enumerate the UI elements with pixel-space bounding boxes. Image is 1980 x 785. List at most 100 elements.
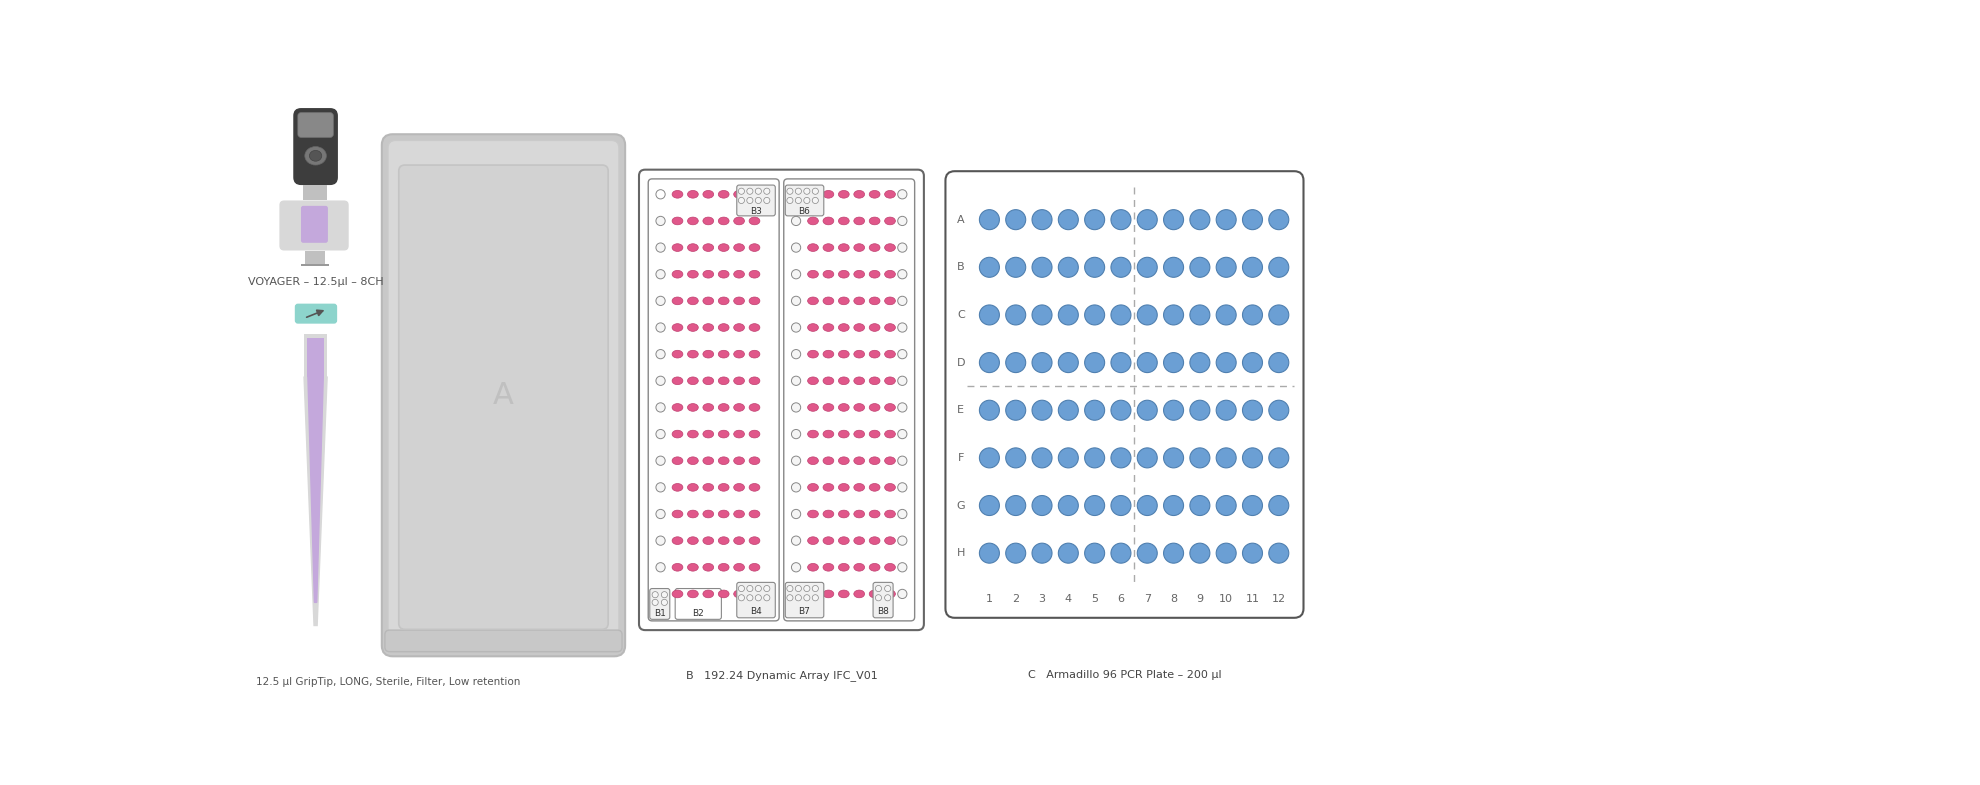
Ellipse shape <box>735 590 744 598</box>
Ellipse shape <box>808 537 818 545</box>
Ellipse shape <box>885 590 895 598</box>
FancyBboxPatch shape <box>382 134 626 656</box>
Ellipse shape <box>838 430 849 438</box>
Circle shape <box>1032 448 1051 468</box>
Ellipse shape <box>719 297 729 305</box>
Text: B7: B7 <box>798 607 810 616</box>
Circle shape <box>1164 210 1184 230</box>
Circle shape <box>792 563 800 572</box>
Ellipse shape <box>869 564 879 571</box>
Ellipse shape <box>671 191 683 198</box>
Ellipse shape <box>719 323 729 331</box>
Circle shape <box>1190 543 1210 563</box>
Circle shape <box>1216 448 1236 468</box>
Ellipse shape <box>824 297 834 305</box>
Circle shape <box>746 197 752 203</box>
Ellipse shape <box>735 243 744 251</box>
Circle shape <box>875 595 881 601</box>
Circle shape <box>1137 448 1156 468</box>
Ellipse shape <box>671 350 683 358</box>
Circle shape <box>655 243 665 252</box>
Text: G: G <box>956 501 964 510</box>
Ellipse shape <box>735 323 744 331</box>
Circle shape <box>792 190 800 199</box>
Ellipse shape <box>687 323 699 331</box>
Circle shape <box>875 586 881 592</box>
Ellipse shape <box>885 217 895 225</box>
Circle shape <box>754 188 762 195</box>
Ellipse shape <box>748 510 760 518</box>
Ellipse shape <box>687 191 699 198</box>
Circle shape <box>739 197 744 203</box>
Ellipse shape <box>853 270 865 278</box>
Circle shape <box>1216 495 1236 516</box>
Ellipse shape <box>687 537 699 545</box>
Circle shape <box>1032 543 1051 563</box>
Ellipse shape <box>853 510 865 518</box>
Text: D: D <box>956 358 964 367</box>
Ellipse shape <box>703 243 713 251</box>
Circle shape <box>792 217 800 225</box>
Ellipse shape <box>703 350 713 358</box>
Ellipse shape <box>735 457 744 465</box>
Ellipse shape <box>719 564 729 571</box>
Ellipse shape <box>808 243 818 251</box>
Circle shape <box>796 595 802 601</box>
Ellipse shape <box>703 590 713 598</box>
Circle shape <box>792 323 800 332</box>
Circle shape <box>1190 257 1210 277</box>
Circle shape <box>655 536 665 546</box>
Ellipse shape <box>808 484 818 491</box>
Text: 6: 6 <box>1117 593 1125 604</box>
Ellipse shape <box>748 590 760 598</box>
Text: B3: B3 <box>750 206 762 216</box>
Ellipse shape <box>885 430 895 438</box>
Circle shape <box>980 543 1000 563</box>
Circle shape <box>746 595 752 601</box>
Ellipse shape <box>838 191 849 198</box>
Ellipse shape <box>869 430 879 438</box>
Bar <box>307 338 325 377</box>
Circle shape <box>1059 210 1079 230</box>
Text: 9: 9 <box>1196 593 1204 604</box>
Ellipse shape <box>735 377 744 385</box>
Text: E: E <box>958 405 964 415</box>
Ellipse shape <box>687 243 699 251</box>
FancyBboxPatch shape <box>297 113 333 137</box>
Ellipse shape <box>687 217 699 225</box>
Ellipse shape <box>671 323 683 331</box>
Circle shape <box>786 197 794 203</box>
Circle shape <box>764 595 770 601</box>
Circle shape <box>764 188 770 195</box>
Text: 1: 1 <box>986 593 992 604</box>
Circle shape <box>1269 305 1289 325</box>
Ellipse shape <box>885 564 895 571</box>
Circle shape <box>754 595 762 601</box>
Circle shape <box>1190 448 1210 468</box>
Text: B2: B2 <box>693 608 705 618</box>
Circle shape <box>1137 352 1156 373</box>
Ellipse shape <box>869 191 879 198</box>
Circle shape <box>1137 305 1156 325</box>
Ellipse shape <box>853 564 865 571</box>
Circle shape <box>1006 400 1026 420</box>
Circle shape <box>1111 210 1131 230</box>
Circle shape <box>1137 210 1156 230</box>
Ellipse shape <box>703 377 713 385</box>
Ellipse shape <box>703 510 713 518</box>
Circle shape <box>897 509 907 519</box>
Circle shape <box>1216 257 1236 277</box>
Ellipse shape <box>719 510 729 518</box>
Ellipse shape <box>824 191 834 198</box>
Circle shape <box>1111 305 1131 325</box>
Circle shape <box>746 188 752 195</box>
Ellipse shape <box>824 484 834 491</box>
FancyBboxPatch shape <box>649 589 669 619</box>
Ellipse shape <box>808 377 818 385</box>
Ellipse shape <box>748 323 760 331</box>
Circle shape <box>897 323 907 332</box>
Circle shape <box>655 509 665 519</box>
Ellipse shape <box>869 270 879 278</box>
Circle shape <box>1006 305 1026 325</box>
Circle shape <box>1269 257 1289 277</box>
